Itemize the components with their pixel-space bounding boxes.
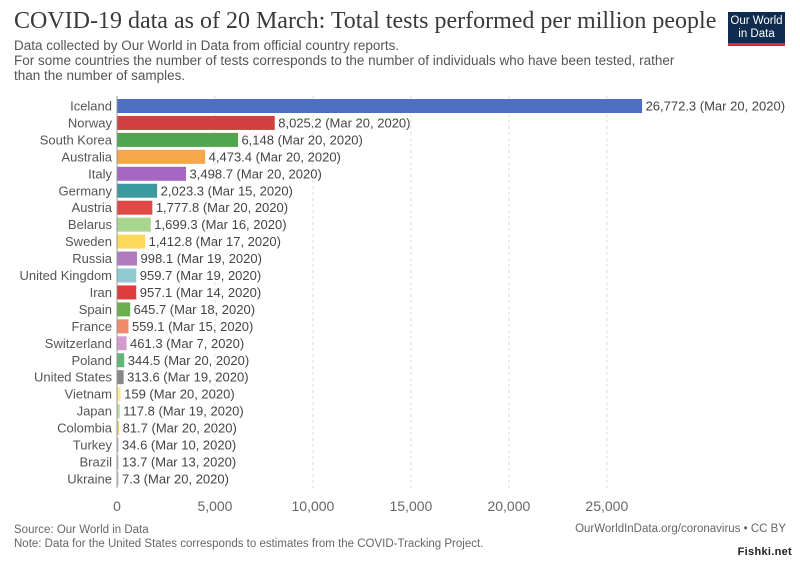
category-label: Iceland: [70, 99, 112, 114]
x-tick-label: 10,000: [292, 498, 335, 514]
value-label: 26,772.3 (Mar 20, 2020): [646, 99, 785, 114]
bar: [117, 404, 120, 419]
bar: [117, 217, 151, 232]
value-label: 645.7 (Mar 18, 2020): [134, 302, 255, 317]
value-label: 34.6 (Mar 10, 2020): [122, 438, 236, 453]
value-label: 7.3 (Mar 20, 2020): [122, 471, 229, 486]
value-label: 461.3 (Mar 7, 2020): [130, 336, 244, 351]
bar: [117, 353, 125, 368]
value-label: 81.7 (Mar 20, 2020): [123, 421, 237, 436]
value-label: 8,025.2 (Mar 20, 2020): [278, 115, 410, 130]
bar: [117, 454, 119, 469]
bar: [117, 387, 121, 402]
category-label: Iran: [90, 285, 112, 300]
bar: [117, 285, 137, 300]
category-label: Germany: [59, 183, 113, 198]
category-label: Belarus: [68, 217, 113, 232]
watermark: Fishki.net: [737, 546, 792, 558]
chart-title: COVID-19 data as of 20 March: Total test…: [14, 8, 717, 34]
bar: [117, 421, 120, 436]
category-label: Norway: [68, 115, 113, 130]
chart-subtitle: Data collected by Our World in Data from…: [14, 38, 704, 83]
category-label: Russia: [72, 251, 113, 266]
footer-left: Source: Our World in Data Note: Data for…: [14, 523, 483, 551]
category-label: South Korea: [40, 132, 113, 147]
bar: [117, 99, 643, 113]
bar: [117, 319, 129, 334]
bar: [117, 149, 206, 164]
value-label: 313.6 (Mar 19, 2020): [127, 370, 248, 385]
value-label: 559.1 (Mar 15, 2020): [132, 319, 253, 334]
owid-logo[interactable]: Our World in Data: [728, 12, 785, 46]
x-tick-label: 15,000: [389, 498, 432, 514]
bar: [117, 302, 131, 317]
bar: [117, 336, 127, 351]
site-link[interactable]: OurWorldInData.org/coronavirus • CC BY: [575, 523, 786, 535]
value-label: 957.1 (Mar 14, 2020): [140, 285, 261, 300]
value-label: 13.7 (Mar 13, 2020): [122, 454, 236, 469]
category-label: France: [72, 319, 112, 334]
subtitle-line-3: than the number of samples.: [14, 68, 186, 83]
value-label: 998.1 (Mar 19, 2020): [141, 251, 262, 266]
category-label: Sweden: [65, 234, 112, 249]
note-text: Note: Data for the United States corresp…: [14, 538, 484, 550]
value-label: 3,498.7 (Mar 20, 2020): [190, 166, 322, 181]
x-tick-label: 25,000: [585, 498, 628, 514]
bar: [117, 438, 119, 452]
value-label: 117.8 (Mar 19, 2020): [123, 404, 243, 419]
category-label: Poland: [72, 353, 112, 368]
category-label: Vietnam: [65, 387, 112, 402]
subtitle-line-2: For some countries the number of tests c…: [14, 53, 675, 68]
category-label: Japan: [77, 404, 112, 419]
bar: [117, 370, 124, 385]
bar: [117, 251, 138, 266]
value-label: 1,777.8 (Mar 20, 2020): [156, 200, 288, 215]
x-tick-label: 5,000: [197, 498, 232, 514]
x-tick-label: 0: [113, 498, 121, 514]
logo-line-1: Our World: [730, 15, 783, 27]
value-label: 344.5 (Mar 20, 2020): [128, 353, 249, 368]
bar: [117, 183, 158, 198]
category-label: Australia: [61, 149, 112, 164]
source-text: Source: Our World in Data: [14, 524, 149, 536]
category-label: Austria: [72, 200, 113, 215]
category-label: Brazil: [79, 454, 112, 469]
category-label: Italy: [88, 166, 112, 181]
category-label: Turkey: [73, 438, 113, 453]
category-label: United Kingdom: [20, 268, 113, 283]
category-label: United States: [34, 370, 113, 385]
value-label: 4,473.4 (Mar 20, 2020): [209, 149, 341, 164]
category-label: Colombia: [57, 421, 113, 436]
value-label: 1,412.8 (Mar 17, 2020): [149, 234, 281, 249]
x-tick-label: 20,000: [487, 498, 530, 514]
category-label: Switzerland: [45, 336, 112, 351]
category-label: Spain: [79, 302, 112, 317]
value-label: 6,148 (Mar 20, 2020): [241, 132, 362, 147]
value-label: 159 (Mar 20, 2020): [124, 387, 235, 402]
bar: [117, 200, 153, 215]
bar: [117, 166, 187, 181]
logo-line-2: in Data: [738, 28, 775, 40]
category-label: Ukraine: [67, 471, 112, 486]
value-label: 1,699.3 (Mar 16, 2020): [154, 217, 286, 232]
bar: [117, 471, 119, 486]
bar: [117, 268, 137, 283]
bar: [117, 132, 238, 147]
bar: [117, 234, 146, 249]
subtitle-line-1: Data collected by Our World in Data from…: [14, 38, 400, 53]
bar: [117, 115, 275, 130]
value-label: 959.7 (Mar 19, 2020): [140, 268, 261, 283]
value-label: 2,023.3 (Mar 15, 2020): [161, 183, 293, 198]
